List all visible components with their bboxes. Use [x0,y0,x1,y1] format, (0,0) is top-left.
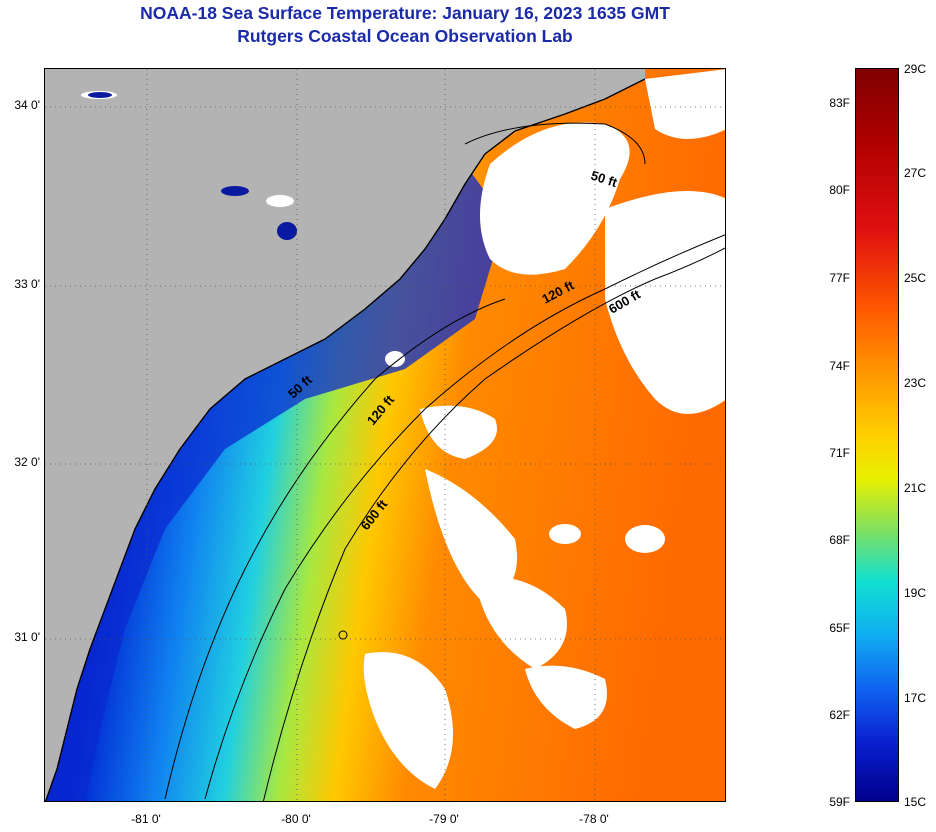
colorbar-f-59: 59F [829,795,850,809]
colorbar-f-68: 68F [829,533,850,547]
temperature-colorbar [855,68,899,802]
colorbar-c-21: 21C [904,481,927,495]
coastline [45,78,646,801]
colorbar-f-74: 74F [829,359,850,373]
colorbar-c-17: 17C [904,691,927,705]
map-subtitle: Rutgers Coastal Ocean Observation Lab [237,26,573,46]
colorbar-f-77: 77F [829,271,850,285]
contour-50ft [164,122,646,800]
colorbar-f-62: 62F [829,708,850,722]
lon-label-80: -80 0' [281,812,311,826]
colorbar-c-27: 27C [904,166,927,180]
contour-120ft [204,234,725,800]
lat-label-33: 33 0' [14,277,40,291]
colorbar-c-25: 25C [904,271,927,285]
colorbar-c-29: 29C [904,62,927,76]
lon-label-78: -78 0' [579,812,609,826]
lon-label-81: -81 0' [131,812,161,826]
colorbar-f-71: 71F [829,446,850,460]
buoy-marker [338,630,348,640]
land [45,69,645,801]
colorbar-c-15: 15C [904,795,927,809]
map-title: NOAA-18 Sea Surface Temperature: January… [140,3,670,23]
lat-label-34: 34 0' [14,98,40,112]
sst-map: 50 ft 120 ft 600 ft 50 ft 120 ft 600 ft [44,68,726,802]
lat-lon-grid [45,69,725,801]
inland-water [88,92,297,240]
colorbar-f-65: 65F [829,621,850,635]
colorbar-f-80: 80F [829,183,850,197]
colorbar-c-23: 23C [904,376,927,390]
cold-shelf-water [45,164,505,801]
colorbar-c-19: 19C [904,586,927,600]
colorbar-f-83: 83F [829,96,850,110]
lon-label-79: -79 0' [429,812,459,826]
contour-600ft [262,247,725,801]
depth-contours [164,122,725,801]
lat-label-32: 32 0' [14,455,40,469]
lat-label-31: 31 0' [14,630,40,644]
